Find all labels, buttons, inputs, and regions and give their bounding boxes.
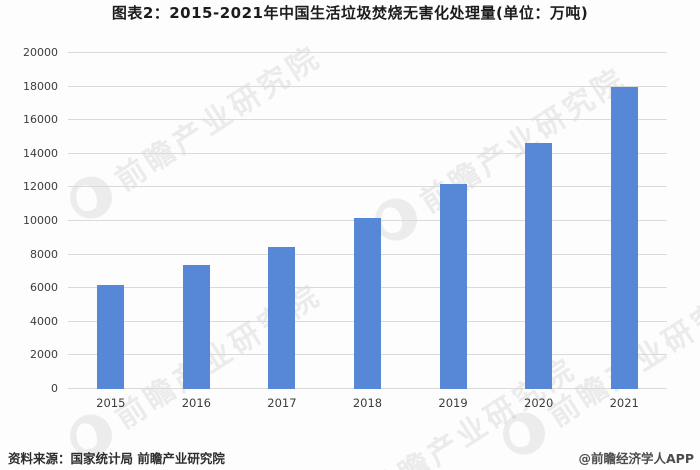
- bar-2018: [354, 217, 381, 389]
- y-tick-label: 2000: [30, 348, 58, 362]
- x-axis: 2015 2016 2017 2018 2019 2020 2021: [68, 396, 667, 412]
- y-tick-label: 8000: [30, 247, 58, 261]
- gridline: [68, 52, 667, 53]
- y-tick-label: 16000: [23, 113, 58, 127]
- x-tick-label-2020: 2020: [524, 396, 554, 410]
- y-axis: 0 2000 4000 6000 8000 10000 12000 14000 16000 180…: [0, 47, 58, 395]
- gridline: [68, 186, 667, 188]
- y-tick-label: 18000: [23, 79, 58, 93]
- bar-2015: [97, 284, 125, 389]
- source-note: 资料来源：国家统计局 前瞻产业研究院: [8, 450, 225, 466]
- y-tick-label: 6000: [30, 281, 58, 295]
- x-tick-label-2015: 2015: [96, 396, 126, 410]
- bar-2019: [439, 184, 467, 389]
- y-tick-label: 20000: [23, 46, 58, 59]
- y-tick-label: 10000: [23, 214, 58, 227]
- gridline: [68, 152, 667, 154]
- bar-2016: [182, 264, 210, 389]
- y-tick-label: 14000: [23, 146, 58, 160]
- y-tick-label: 4000: [30, 314, 58, 328]
- x-tick-label-2019: 2019: [438, 396, 468, 410]
- x-tick-label-2018: 2018: [352, 396, 383, 410]
- chart-title: 图表2：2015-2021年中国生活垃圾焚烧无害化处理量(单位：万吨): [111, 4, 589, 22]
- bar-2021: [610, 86, 638, 389]
- y-tick-label: 12000: [23, 180, 58, 194]
- x-tick-label-2016: 2016: [181, 396, 211, 410]
- credit-note: @前瞻经济学人APP: [578, 450, 695, 466]
- bar-2020: [525, 142, 553, 389]
- bar-2017: [268, 247, 296, 389]
- footer: 资料来源：国家统计局 前瞻产业研究院 @前瞻经济学人APP: [0, 447, 700, 467]
- gridline: [68, 119, 667, 121]
- x-tick-label-2017: 2017: [267, 396, 297, 410]
- plot-area: [68, 52, 667, 389]
- y-tick-label: 0: [51, 382, 58, 395]
- gridline: [68, 85, 667, 87]
- x-tick-label-2021: 2021: [609, 396, 639, 410]
